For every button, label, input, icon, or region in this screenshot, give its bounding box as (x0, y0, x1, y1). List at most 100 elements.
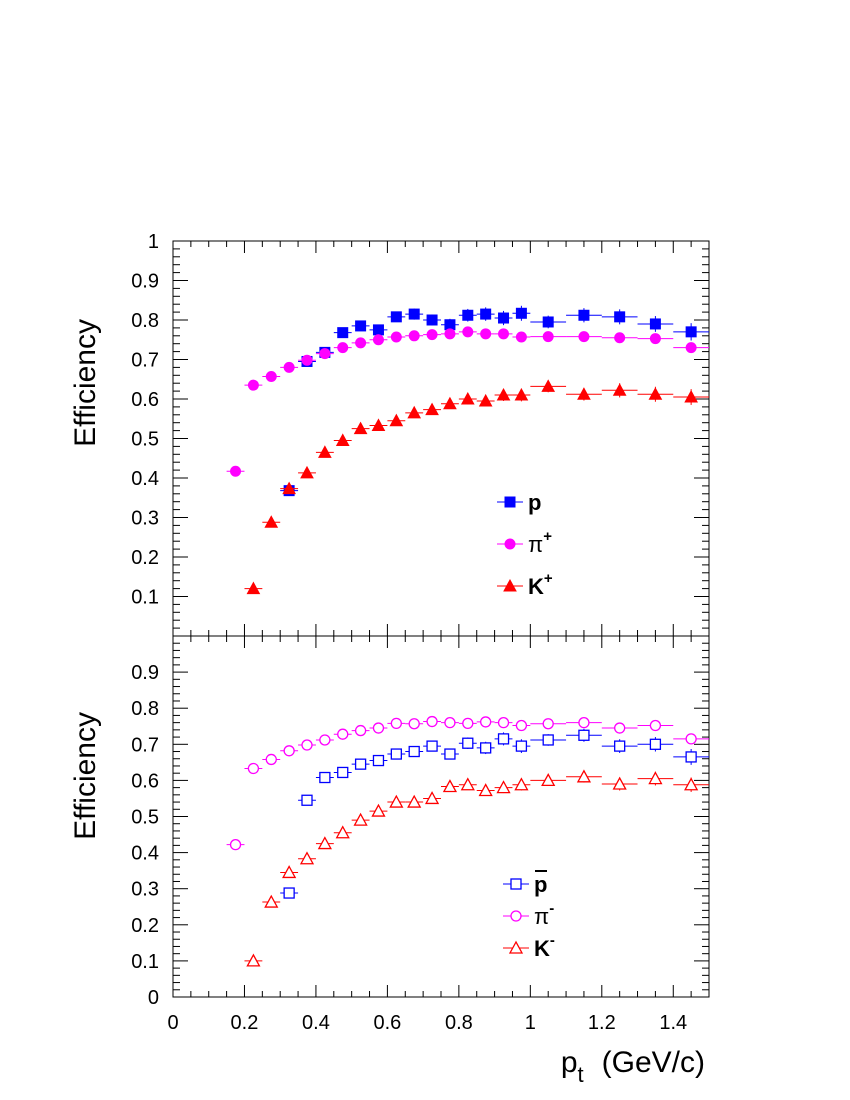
x-tick-label: 0.4 (302, 1012, 330, 1034)
data-point (335, 825, 350, 839)
data-point (372, 754, 385, 767)
data-point (408, 308, 420, 320)
data-point (614, 332, 626, 344)
data-point (578, 716, 590, 729)
plot-frame (172, 635, 710, 998)
data-point (337, 342, 349, 354)
data-point (460, 777, 475, 791)
y-axis-title: Efficiency (69, 319, 102, 447)
data-point (300, 465, 314, 479)
data-point (424, 791, 440, 805)
data-point (542, 331, 554, 343)
data-point (462, 717, 474, 730)
legend-label-main: p (534, 872, 547, 897)
data-point (389, 794, 404, 808)
x-axis-title: pt (GeV/c) (561, 1046, 705, 1087)
data-point (264, 515, 279, 528)
data-point (612, 776, 627, 790)
data-point (353, 812, 368, 826)
series-2 (226, 326, 709, 477)
legend-entry-1: p (503, 870, 547, 897)
data-point (442, 779, 458, 793)
legend-marker (504, 496, 516, 508)
data-point (426, 715, 438, 728)
series-2 (226, 715, 709, 851)
data-point (390, 331, 402, 343)
data-point (408, 718, 420, 730)
y-tick-label: 0.3 (131, 879, 159, 901)
data-point (353, 421, 368, 435)
legend-marker (508, 940, 524, 954)
data-point (299, 851, 315, 865)
data-point (578, 331, 590, 343)
data-point (425, 402, 439, 416)
data-point (541, 379, 556, 392)
data-point (462, 737, 474, 749)
legend-entry-3: K- (503, 932, 555, 961)
legend-label-sup: - (550, 932, 555, 949)
data-point (247, 379, 259, 391)
data-point (649, 333, 661, 345)
data-point (390, 717, 402, 730)
x-tick-label: 0.8 (445, 1012, 473, 1034)
legend-label-sup: + (544, 570, 553, 587)
x-tick-label: 0 (167, 1012, 178, 1034)
legend-label: π- (534, 900, 554, 929)
x-axis-title-sub: t (578, 1062, 584, 1087)
panel-top: 0.1 0.2 0.3 0.4 0.5 0.6 0.7 0.8 0.9 1 Efficiency pπ… (69, 231, 710, 637)
data-point (230, 465, 242, 477)
data-point (480, 328, 492, 340)
data-point (444, 328, 456, 340)
x-tick-label: 1.4 (659, 1012, 687, 1034)
y-tick-label: 0.2 (131, 915, 159, 937)
data-point (407, 405, 422, 419)
data-point (426, 329, 438, 341)
y-tick-label: 0.2 (131, 547, 159, 569)
data-point (444, 319, 456, 331)
series-1 (280, 728, 709, 899)
data-point (614, 311, 626, 323)
y-tick-label: 0.6 (131, 770, 159, 792)
data-point (335, 433, 350, 446)
data-point (685, 342, 697, 354)
data-point (578, 729, 590, 741)
legend-label: K+ (528, 570, 553, 599)
data-point (577, 387, 591, 400)
data-point (317, 836, 332, 850)
legend-label-sup: - (549, 900, 554, 917)
y-tick-label: 0.4 (131, 843, 159, 865)
data-point (319, 734, 331, 746)
data-point (542, 734, 554, 746)
legend-label-main: K (534, 936, 550, 961)
data-point (497, 716, 510, 729)
y-tick-label: 0.3 (131, 508, 159, 530)
data-point (246, 581, 261, 595)
y-axis-title: Efficiency (69, 712, 102, 840)
data-point (685, 733, 697, 745)
data-point (542, 316, 554, 328)
legend-label: K- (534, 932, 555, 961)
data-point (282, 865, 297, 879)
data-point (246, 953, 261, 967)
data-point (514, 388, 529, 401)
legend-entry-2: π+ (497, 528, 552, 557)
data-point (355, 320, 367, 332)
data-point (355, 337, 367, 349)
y-tick-label: 0.9 (131, 271, 159, 293)
data-point (371, 803, 386, 817)
data-point (283, 887, 295, 899)
legend-marker (504, 538, 516, 550)
data-point (685, 751, 697, 763)
x-tick-label: 1 (525, 1012, 536, 1034)
data-point (372, 334, 384, 346)
data-point (515, 719, 528, 732)
x-axis-title-main: p (561, 1046, 578, 1079)
data-point (389, 413, 404, 427)
data-point (478, 393, 493, 407)
x-tick-label: 0.2 (231, 1012, 259, 1034)
data-point (408, 745, 420, 758)
data-point (444, 748, 456, 760)
data-point (649, 719, 662, 732)
legend-label-main: π (528, 532, 543, 557)
